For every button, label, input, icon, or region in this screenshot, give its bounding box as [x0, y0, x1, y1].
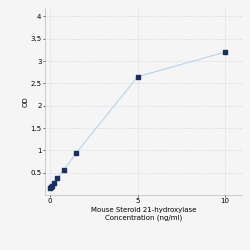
Point	[49, 186, 53, 190]
X-axis label: Mouse Steroid 21-hydroxylase
Concentration (ng/ml): Mouse Steroid 21-hydroxylase Concentrati…	[91, 207, 196, 221]
Point	[62, 168, 66, 172]
Point	[55, 176, 59, 180]
Point	[74, 150, 78, 154]
Point	[48, 186, 52, 190]
Point	[223, 50, 227, 54]
Point	[136, 75, 140, 79]
Point	[50, 184, 54, 188]
Y-axis label: OD: OD	[23, 96, 29, 106]
Point	[52, 181, 56, 185]
